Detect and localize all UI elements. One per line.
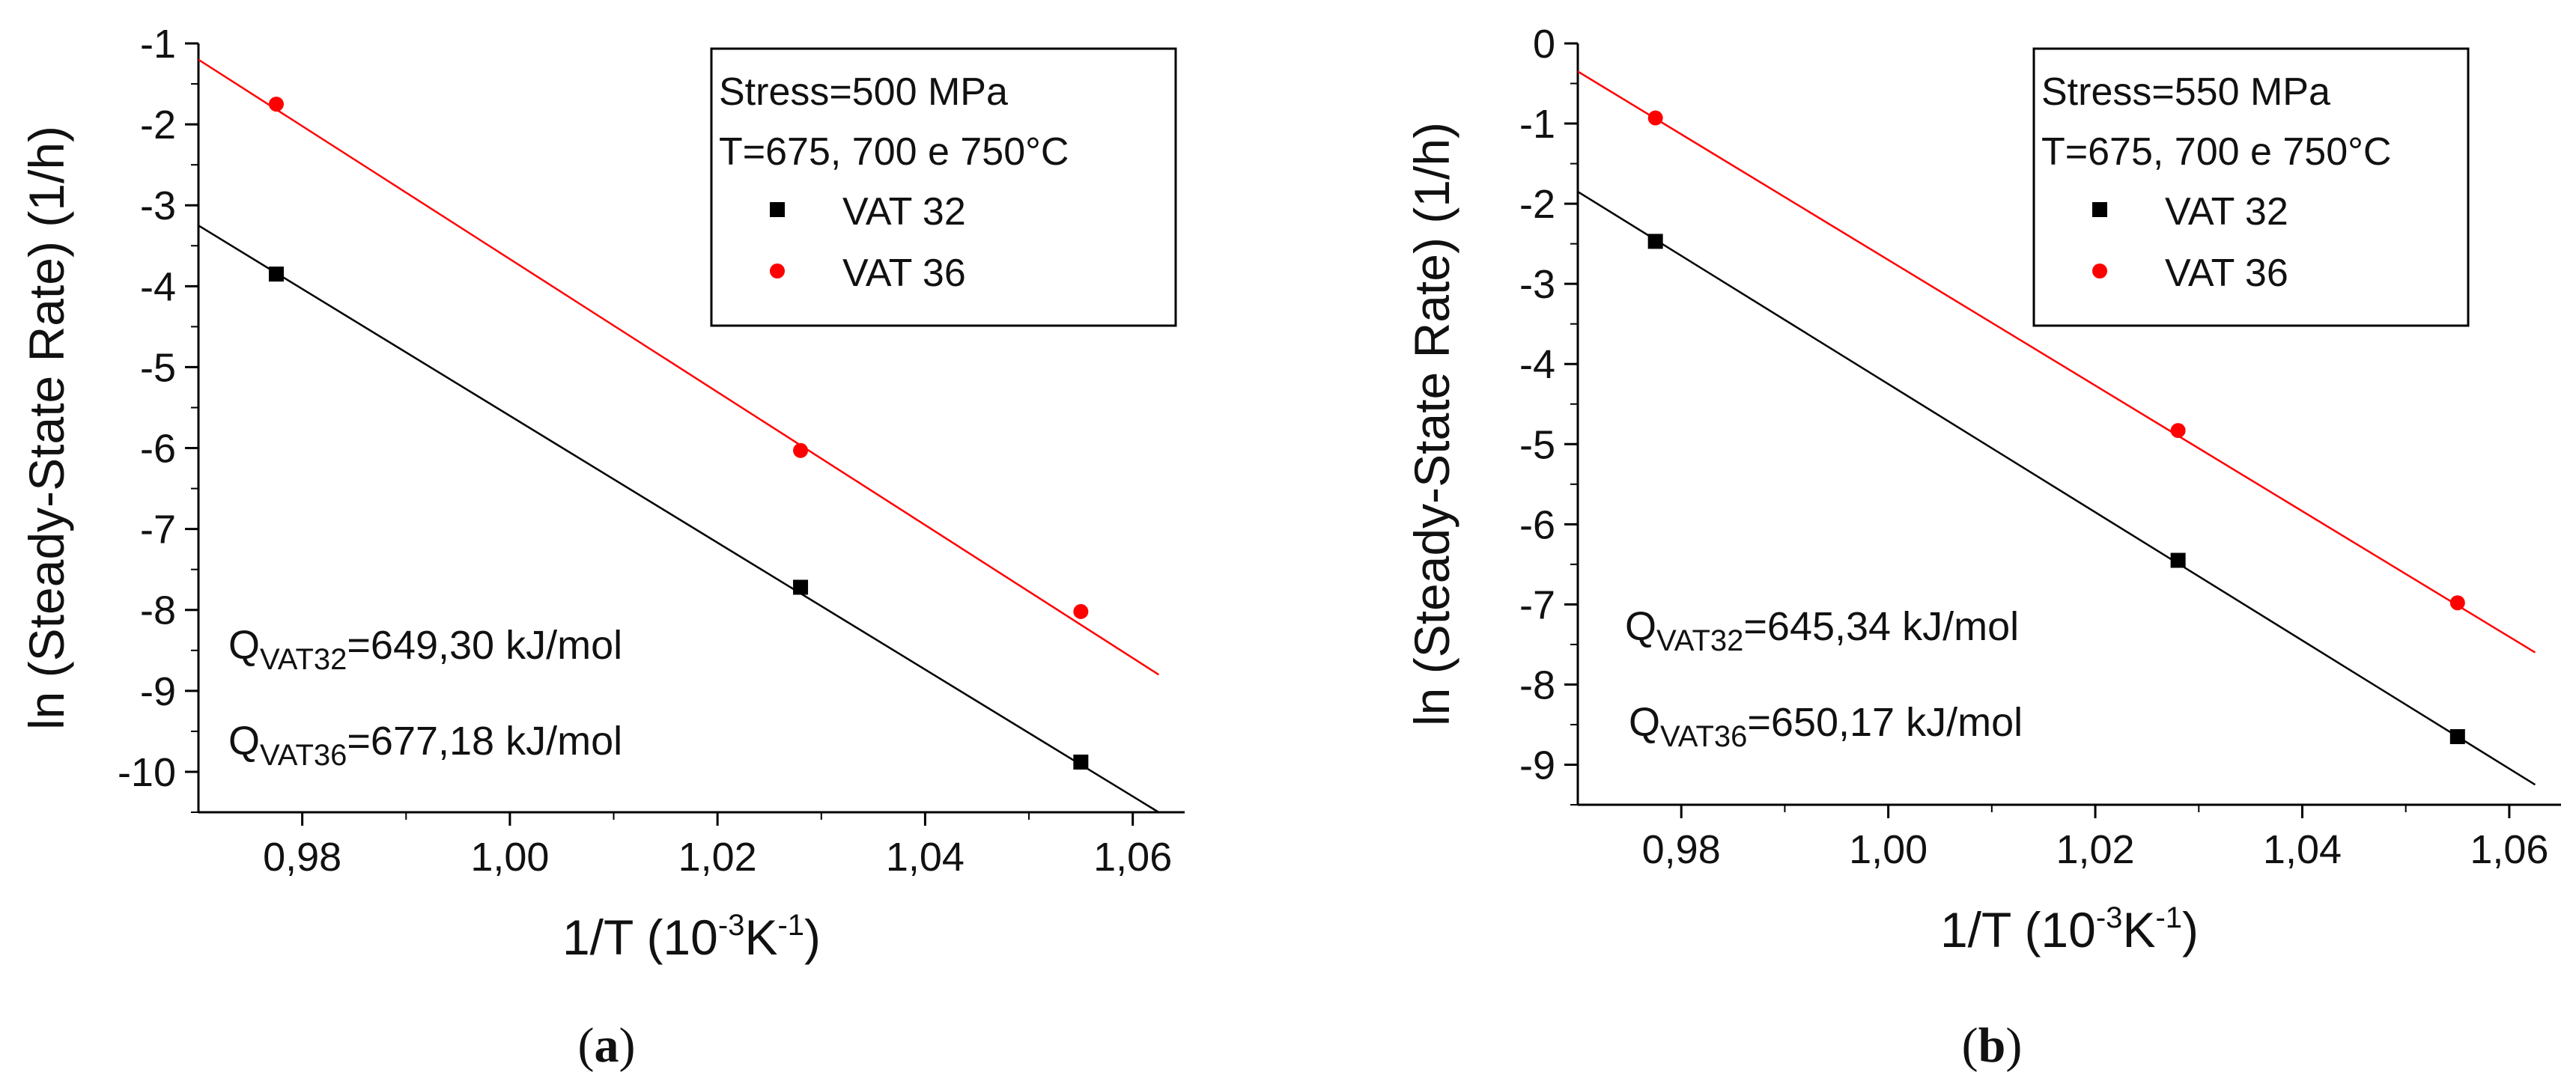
y-tick-label: -3 [1519,262,1555,307]
y-tick-label: -5 [1519,422,1555,467]
data-point-vat36 [2170,423,2186,439]
y-tick-label: -10 [118,750,176,795]
activation-energy-label: QVAT32=649,30 kJ/mol [228,623,622,676]
y-tick-label: -7 [1519,582,1555,627]
data-point-vat32 [268,267,284,282]
data-point-vat36 [2449,595,2465,611]
y-tick-label: -9 [1519,743,1555,788]
legend-marker-vat32 [770,202,785,217]
data-point-vat32 [2170,552,2186,568]
legend-entry-label: VAT 32 [2165,190,2288,234]
x-tick-label: 1,00 [470,835,549,880]
legend-entry-label: VAT 36 [2165,252,2288,295]
legend-header-line: T=675, 700 e 750°C [2041,130,2391,174]
y-tick-label: -6 [1519,502,1555,547]
legend-entry-label: VAT 36 [842,252,966,295]
y-tick-label: -2 [1519,182,1555,227]
data-point-vat32 [2449,729,2465,745]
legend-entry-label: VAT 32 [842,190,966,234]
data-point-vat32 [1073,754,1089,770]
panel-label: (a) [578,1018,636,1073]
fit-line-vat-32 [1577,190,2536,786]
y-axis-title: ln (Steady-State Rate) (1/h) [1404,122,1459,726]
legend-box [710,47,1177,327]
x-tick-label: 1,06 [1093,835,1172,880]
legend-header-line: Stress=550 MPa [2041,70,2330,114]
x-tick-label: 1,02 [678,835,757,880]
y-tick-label: -5 [140,345,176,390]
x-tick-label: 0,98 [1642,827,1721,872]
data-point-vat36 [1073,603,1089,619]
x-tick-label: 0,98 [263,835,341,880]
chart-panel-a: -1 -2 -3 -4 -5 -6 -7 -8 -9 -10 0,98 1,00 1,02 1,04 1,0… [19,22,1185,1073]
activation-energy-label: QVAT36=650,17 kJ/mol [1629,700,2023,753]
y-tick-label: -2 [140,103,176,147]
y-tick-label: -3 [140,183,176,228]
data-point-vat32 [793,579,809,595]
fit-line-vat-32 [198,225,1159,814]
y-tick-label: -9 [140,669,176,714]
legend-header-line: Stress=500 MPa [719,70,1008,114]
x-tick-label: 1,06 [2470,827,2548,872]
y-tick-label: -1 [140,22,176,67]
y-tick-label: -4 [140,264,176,309]
x-tick-label: 1,02 [2056,827,2134,872]
data-point-vat32 [1647,234,1663,249]
y-axis-title: ln (Steady-State Rate) (1/h) [19,126,74,730]
legend-marker-vat36 [770,264,785,278]
activation-energy-label: QVAT36=677,18 kJ/mol [228,719,622,772]
x-tick-label: 1,04 [886,835,965,880]
chart-panel-b: 0 -1 -2 -3 -4 -5 -6 -7 -8 -9 0,98 1,00 1,02 1,04 1,06 1… [1404,22,2561,1073]
activation-energy-label: QVAT32=645,34 kJ/mol [1625,604,2019,657]
x-axis-title: 1/T (10-3K-1) [562,909,821,965]
y-tick-label: -1 [1519,102,1555,147]
data-point-vat36 [1647,110,1663,126]
x-axis-title: 1/T (10-3K-1) [1940,901,2199,957]
legend-marker-vat36 [2092,264,2107,278]
y-tick-label: -8 [1519,663,1555,707]
x-tick-label: 1,00 [1849,827,1928,872]
panel-label: (b) [1962,1018,2023,1073]
legend-box [2032,47,2470,327]
fit-line-vat-36 [1577,70,2536,654]
legend-header-line: T=675, 700 e 750°C [719,130,1069,174]
y-tick-label: -6 [140,427,176,472]
data-point-vat36 [793,442,809,458]
y-tick-label: -7 [140,508,176,552]
legend-marker-vat32 [2092,202,2107,217]
data-point-vat36 [268,97,284,112]
y-tick-label: 0 [1533,22,1555,67]
x-tick-label: 1,04 [2263,827,2342,872]
y-tick-label: -4 [1519,342,1555,387]
y-tick-label: -8 [140,588,176,633]
fit-line-vat-36 [198,58,1160,676]
